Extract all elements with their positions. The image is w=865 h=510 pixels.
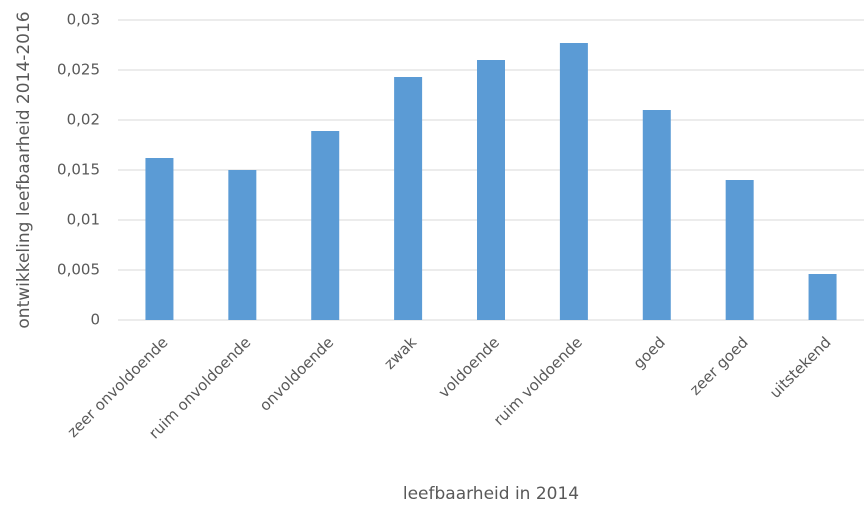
bar (808, 274, 837, 320)
x-tick-label: ruim voldoende (490, 333, 586, 429)
x-tick-label: zwak (381, 333, 421, 373)
bar (394, 77, 423, 320)
x-tick-label: onvoldoende (256, 333, 337, 414)
x-tick-label: goed (630, 333, 669, 372)
bar (725, 180, 754, 320)
bar (228, 170, 257, 320)
x-tick-label: voldoende (435, 333, 503, 401)
y-tick-label: 0,03 (67, 11, 100, 29)
bar (145, 158, 174, 320)
y-tick-label: 0 (90, 311, 100, 329)
y-tick-label: 0,02 (67, 111, 100, 129)
y-tick-label: 0,025 (57, 61, 100, 79)
y-tick-label: 0,015 (57, 161, 100, 179)
x-tick-label: zeer goed (686, 333, 752, 399)
x-tick-label: uitstekend (766, 333, 835, 402)
y-axis-title: ontwikkeling leefbaarheid 2014-2016 (14, 11, 34, 328)
bar (311, 131, 340, 320)
bar (642, 110, 671, 320)
bar (559, 43, 588, 320)
x-axis-title: leefbaarheid in 2014 (403, 484, 579, 504)
y-tick-label: 0,01 (67, 211, 100, 229)
bar (477, 60, 505, 320)
y-tick-label: 0,005 (57, 261, 100, 279)
